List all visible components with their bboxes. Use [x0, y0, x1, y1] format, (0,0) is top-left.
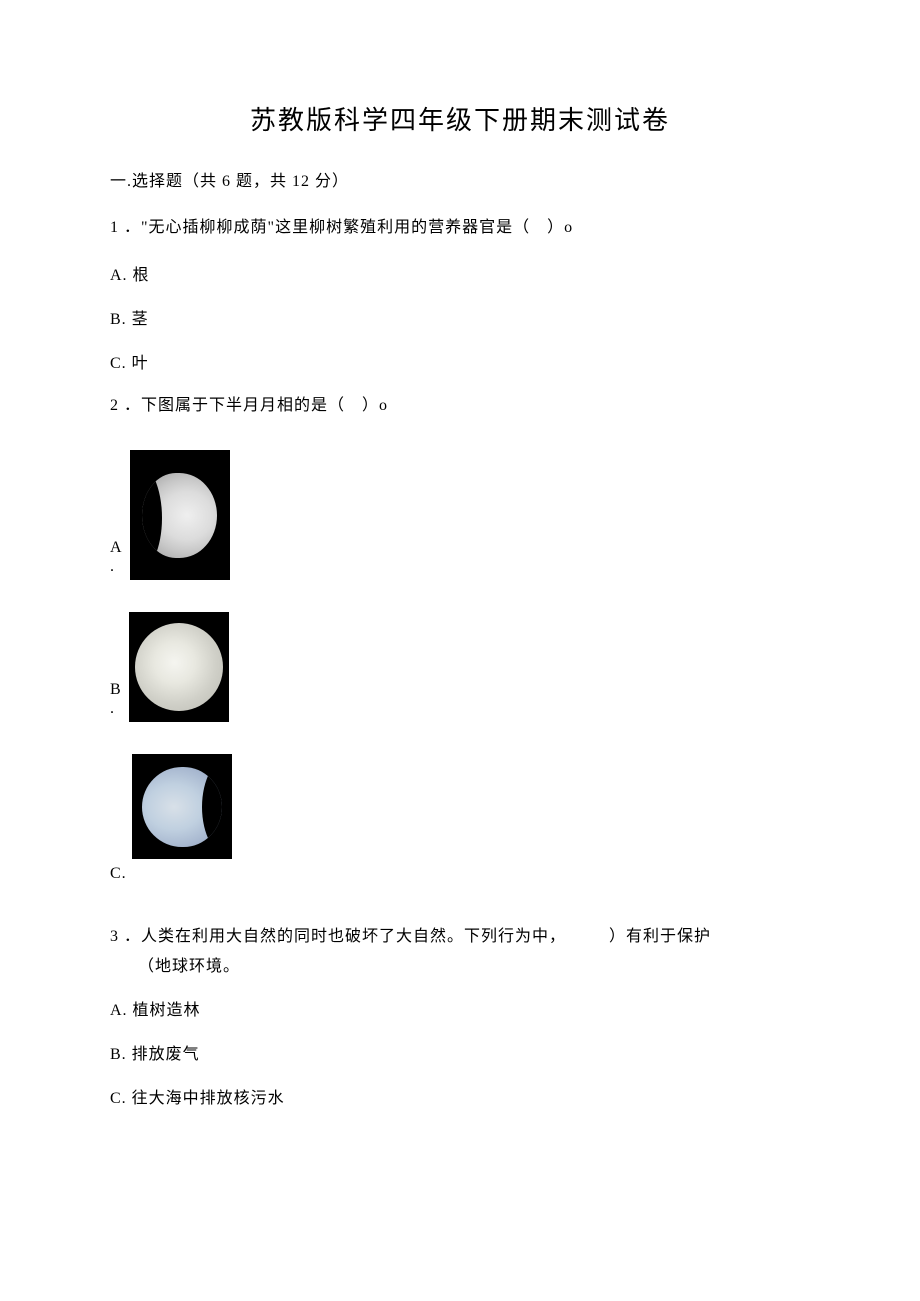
moon-phase-b-image [129, 612, 229, 722]
question-2-text: 2 ．下图属于下半月月相的是（ ）o [110, 393, 810, 419]
page-title: 苏教版科学四年级下册期末测试卷 [110, 100, 810, 137]
question-1-text: 1 ．"无心插柳柳成荫"这里柳树繁殖利用的营养器官是（ ）o [110, 215, 810, 241]
section-header: 一.选择题（共 6 题，共 12 分） [110, 167, 810, 191]
question-1-option-a: A. 根 [110, 261, 810, 285]
moon-waxing-gibbous-icon [142, 473, 217, 558]
option-b-label: B . [110, 680, 121, 722]
option-a-label: A . [110, 538, 122, 580]
question-2-option-b: B . [110, 612, 810, 722]
question-3-option-b: B. 排放废气 [110, 1040, 810, 1064]
question-3: 3 ．人类在利用大自然的同时也破坏了大自然。下列行为中， ）有利于保护 （地球环… [110, 923, 810, 1108]
moon-full-icon [135, 623, 223, 711]
moon-phase-c-image [132, 754, 232, 859]
moon-phase-a-image [130, 450, 230, 580]
option-c-label: C. [110, 865, 810, 883]
question-3-option-c: C. 往大海中排放核污水 [110, 1084, 810, 1108]
question-3-text-line2: （地球环境。 [138, 952, 810, 976]
question-2-option-c: C. [110, 754, 810, 883]
question-1-option-c: C. 叶 [110, 349, 810, 373]
question-3-text-line1: 3 ．人类在利用大自然的同时也破坏了大自然。下列行为中， ）有利于保护 [110, 923, 810, 952]
question-2-option-a: A . [110, 450, 810, 580]
question-3-option-a: A. 植树造林 [110, 996, 810, 1020]
moon-waning-gibbous-icon [142, 767, 222, 847]
question-1-option-b: B. 茎 [110, 305, 810, 329]
